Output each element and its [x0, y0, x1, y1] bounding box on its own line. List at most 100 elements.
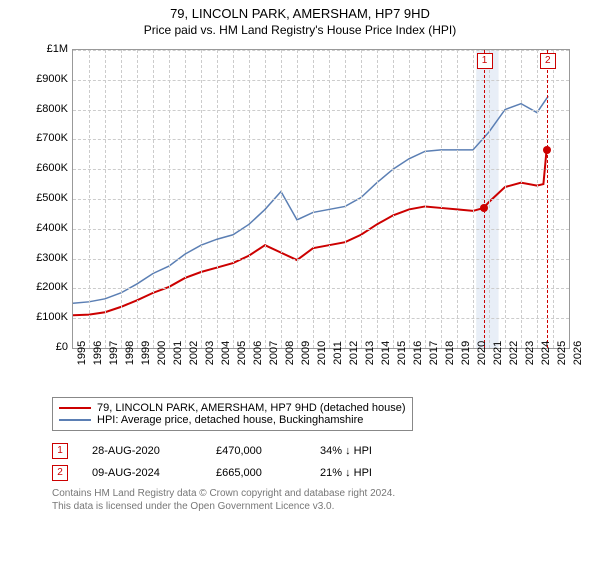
sale-marker-box: 1 [477, 53, 493, 69]
chart: 12 £0£100K£200K£300K£400K£500K£600K£700K… [20, 43, 580, 393]
gridline-v [329, 50, 330, 348]
x-tick-label: 2003 [204, 341, 216, 365]
gridline-v [105, 50, 106, 348]
x-tick-label: 2011 [332, 341, 344, 365]
x-tick-label: 2019 [460, 341, 472, 365]
y-tick-label: £100K [24, 311, 68, 323]
sale-point [543, 146, 551, 154]
x-tick-label: 2022 [508, 341, 520, 365]
gridline-v [217, 50, 218, 348]
x-tick-label: 2026 [572, 341, 584, 365]
x-tick-label: 2025 [556, 341, 568, 365]
sale-marker-box: 2 [540, 53, 556, 69]
x-tick-label: 2024 [540, 341, 552, 365]
gridline-v [393, 50, 394, 348]
y-tick-label: £700K [24, 132, 68, 144]
legend-swatch [59, 419, 91, 421]
gridline-v [425, 50, 426, 348]
sale-row: 209-AUG-2024£665,00021% ↓ HPI [52, 465, 580, 481]
gridline-v [313, 50, 314, 348]
sale-date: 28-AUG-2020 [92, 445, 192, 457]
gridline-v [297, 50, 298, 348]
x-tick-label: 1996 [92, 341, 104, 365]
x-tick-label: 2007 [268, 341, 280, 365]
gridline-v [185, 50, 186, 348]
y-tick-label: £800K [24, 103, 68, 115]
x-tick-label: 2015 [396, 341, 408, 365]
sale-delta: 21% ↓ HPI [320, 467, 372, 479]
x-tick-label: 2008 [284, 341, 296, 365]
gridline-v [553, 50, 554, 348]
x-tick-label: 2001 [172, 341, 184, 365]
gridline-v [249, 50, 250, 348]
y-tick-label: £600K [24, 162, 68, 174]
gridline-h [73, 259, 569, 260]
x-tick-label: 2020 [476, 341, 488, 365]
gridline-v [201, 50, 202, 348]
sale-row-marker: 1 [52, 443, 68, 459]
sale-point [480, 204, 488, 212]
gridline-v [441, 50, 442, 348]
gridline-v [361, 50, 362, 348]
x-tick-label: 2010 [316, 341, 328, 365]
footnote: Contains HM Land Registry data © Crown c… [52, 487, 580, 513]
gridline-h [73, 110, 569, 111]
gridline-v [409, 50, 410, 348]
gridline-v [169, 50, 170, 348]
gridline-h [73, 80, 569, 81]
x-tick-label: 2002 [188, 341, 200, 365]
page-subtitle: Price paid vs. HM Land Registry's House … [0, 23, 600, 37]
x-tick-label: 2021 [492, 341, 504, 365]
x-tick-label: 2013 [364, 341, 376, 365]
gridline-v [537, 50, 538, 348]
sale-price: £470,000 [216, 445, 296, 457]
footnote-line: Contains HM Land Registry data © Crown c… [52, 487, 580, 500]
gridline-v [505, 50, 506, 348]
sale-row: 1 28-AUG-2020 £470,000 34% ↓ HPI [52, 443, 580, 459]
gridline-h [73, 199, 569, 200]
x-tick-label: 1999 [140, 341, 152, 365]
y-tick-label: £300K [24, 252, 68, 264]
gridline-v [281, 50, 282, 348]
gridline-h [73, 229, 569, 230]
y-tick-label: £500K [24, 192, 68, 204]
sale-date: 09-AUG-2024 [92, 467, 192, 479]
x-tick-label: 1995 [76, 341, 88, 365]
legend: 79, LINCOLN PARK, AMERSHAM, HP7 9HD (det… [52, 397, 413, 431]
y-tick-label: £900K [24, 73, 68, 85]
plot-area: 12 [72, 49, 570, 349]
gridline-v [265, 50, 266, 348]
x-tick-label: 2012 [348, 341, 360, 365]
y-tick-label: £200K [24, 281, 68, 293]
legend-swatch [59, 407, 91, 409]
sale-marker-line [547, 50, 548, 348]
sale-marker-line [484, 50, 485, 348]
y-tick-label: £1M [24, 43, 68, 55]
x-tick-label: 2018 [444, 341, 456, 365]
gridline-v [153, 50, 154, 348]
gridline-v [473, 50, 474, 348]
gridline-v [377, 50, 378, 348]
gridline-h [73, 288, 569, 289]
x-tick-label: 2006 [252, 341, 264, 365]
legend-label: 79, LINCOLN PARK, AMERSHAM, HP7 9HD (det… [97, 402, 406, 414]
gridline-v [345, 50, 346, 348]
x-tick-label: 2005 [236, 341, 248, 365]
gridline-v [457, 50, 458, 348]
legend-item: HPI: Average price, detached house, Buck… [59, 414, 406, 426]
gridline-v [233, 50, 234, 348]
x-tick-label: 2016 [412, 341, 424, 365]
gridline-v [489, 50, 490, 348]
gridline-h [73, 139, 569, 140]
page-title: 79, LINCOLN PARK, AMERSHAM, HP7 9HD [0, 6, 600, 21]
x-tick-label: 2004 [220, 341, 232, 365]
y-tick-label: £400K [24, 222, 68, 234]
legend-item: 79, LINCOLN PARK, AMERSHAM, HP7 9HD (det… [59, 402, 406, 414]
x-tick-label: 2014 [380, 341, 392, 365]
gridline-v [521, 50, 522, 348]
legend-label: HPI: Average price, detached house, Buck… [97, 414, 363, 426]
sale-row-marker: 2 [52, 465, 68, 481]
gridline-h [73, 50, 569, 51]
sale-delta: 34% ↓ HPI [320, 445, 372, 457]
x-tick-label: 2017 [428, 341, 440, 365]
